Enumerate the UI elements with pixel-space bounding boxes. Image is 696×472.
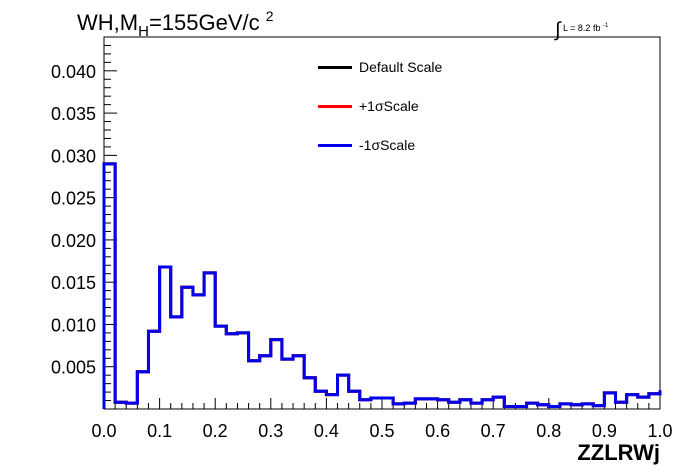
luminosity-label: ∫ L = 8.2 fb -1 [555,14,609,41]
chart-title: WH,MH=155GeV/c 2 [77,8,274,40]
x-tick-label: 0.4 [314,421,339,441]
integral-symbol: ∫ [555,19,561,41]
chart-title-subscript: H [138,23,149,40]
y-tick-label: 0.025 [51,189,96,209]
x-tick-label: 0.9 [592,421,617,441]
legend-label-minus-sigma: -1σScale [359,137,416,153]
chart-title-mass: =155GeV/c [148,10,260,35]
x-tick-label: 0.5 [369,421,394,441]
x-tick-label: 0.1 [147,421,172,441]
x-tick-label: 0.0 [91,421,116,441]
legend-entry-default: Default Scale [318,58,442,76]
legend-entry-minus-sigma: -1σScale [318,136,415,154]
y-axis-ticks: 0.005 0.010 0.015 0.020 0.025 0.030 0.035 0.040 [51,36,117,402]
legend-label-default: Default Scale [359,59,443,75]
legend-line-minus-sigma [318,143,352,147]
luminosity-exponent: -1 [602,23,609,29]
chart-title-superscript: 2 [265,8,274,24]
y-tick-label: 0.005 [51,358,96,378]
x-tick-label: 0.6 [425,421,450,441]
x-tick-label: 1.0 [647,421,672,441]
legend-label-plus-sigma: +1σScale [359,98,419,114]
x-tick-label: 0.3 [258,421,283,441]
plot-frame [103,36,661,410]
y-tick-label: 0.035 [51,104,96,124]
histogram-series [102,162,662,409]
y-tick-label: 0.040 [51,62,96,82]
y-tick-label: 0.020 [51,231,96,251]
legend-line-plus-sigma [318,104,352,108]
x-axis-title: ZZLRWj [577,440,660,465]
luminosity-text: L = 8.2 fb [563,23,601,33]
chart-title-main: WH,M [77,10,139,35]
x-tick-label: 0.7 [481,421,506,441]
y-tick-label: 0.015 [51,273,96,293]
x-tick-label: 0.8 [536,421,561,441]
y-tick-label: 0.010 [51,315,96,335]
histogram-line-2 [102,162,662,409]
legend-line-default [318,65,352,69]
legend-entry-plus-sigma: +1σScale [318,97,419,115]
x-axis-ticks: 0.0 0.1 0.2 0.3 0.4 0.5 0.6 0.7 0.8 0.9 1.0 [91,398,673,441]
x-tick-label: 0.2 [203,421,228,441]
y-tick-label: 0.030 [51,146,96,166]
